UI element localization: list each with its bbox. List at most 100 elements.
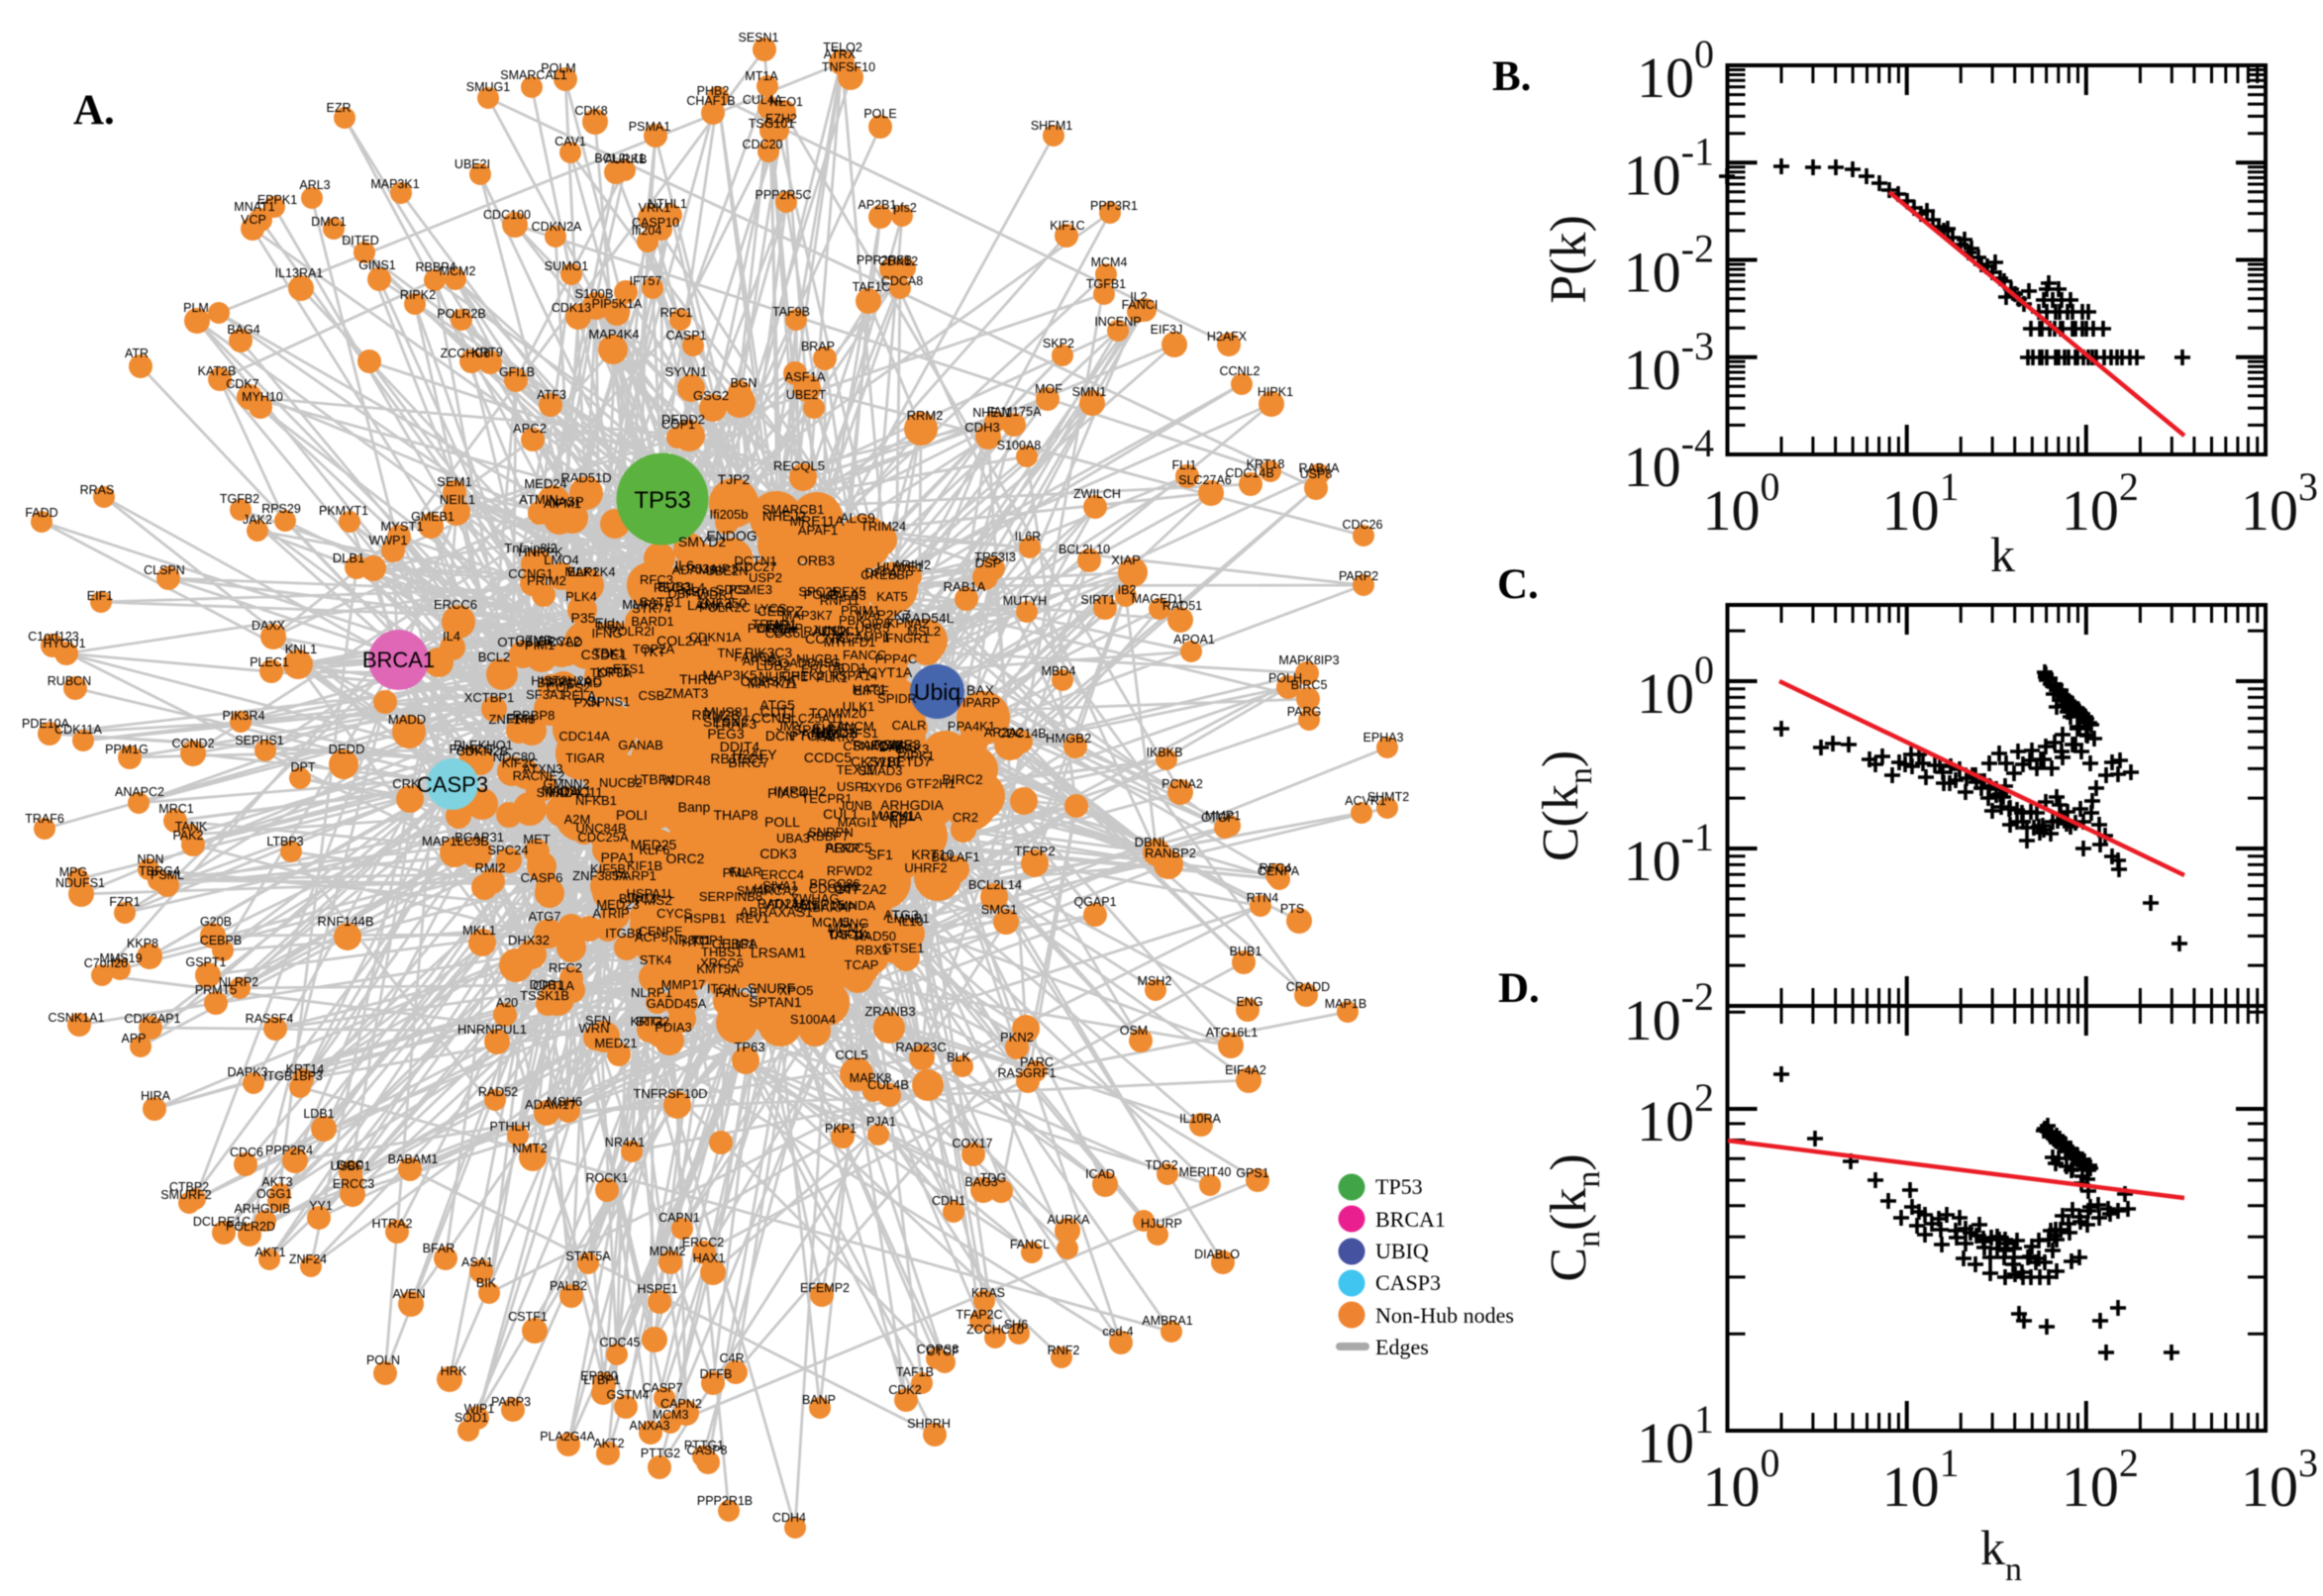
svg-text:GB6: GB6 — [833, 879, 858, 894]
svg-text:NUCB2: NUCB2 — [599, 775, 643, 790]
svg-text:DBNL: DBNL — [1135, 835, 1169, 849]
svg-text:EPPK1: EPPK1 — [257, 193, 297, 207]
svg-text:ARIH2: ARIH2 — [893, 557, 931, 572]
svg-text:ITCH: ITCH — [707, 981, 737, 996]
svg-text:UQCRFS1: UQCRFS1 — [817, 726, 878, 741]
svg-text:PSMA1: PSMA1 — [629, 120, 670, 134]
svg-text:OIP5: OIP5 — [861, 616, 891, 631]
svg-text:RNF11: RNF11 — [820, 593, 859, 608]
svg-text:BANP: BANP — [802, 1393, 836, 1407]
svg-text:IL13RA1: IL13RA1 — [275, 266, 324, 280]
svg-text:MDM2: MDM2 — [650, 1245, 686, 1258]
svg-text:GMEB1: GMEB1 — [411, 510, 454, 524]
svg-text:ORC2: ORC2 — [666, 850, 705, 866]
svg-text:Tnfaip8l2: Tnfaip8l2 — [504, 541, 556, 555]
svg-text:10-3: 10-3 — [1624, 324, 1714, 402]
svg-text:POLL: POLL — [764, 814, 800, 830]
svg-text:CHAF1B: CHAF1B — [686, 94, 735, 108]
svg-text:ELK1: ELK1 — [567, 564, 599, 579]
svg-text:SH6: SH6 — [1004, 1318, 1028, 1332]
svg-text:DAPK3: DAPK3 — [228, 1065, 268, 1079]
svg-text:SF3A1: SF3A1 — [526, 687, 565, 702]
svg-text:CSB: CSB — [639, 688, 665, 703]
svg-text:CDKN2B: CDKN2B — [456, 744, 509, 758]
svg-text:RAB4A: RAB4A — [1299, 461, 1341, 475]
svg-text:ARC: ARC — [801, 726, 831, 742]
svg-text:P53AIP1: P53AIP1 — [686, 561, 737, 576]
svg-text:TJP2: TJP2 — [718, 471, 751, 487]
svg-text:SMAD3: SMAD3 — [858, 763, 903, 778]
svg-text:TDG2: TDG2 — [1145, 1158, 1177, 1172]
svg-text:ASF1A: ASF1A — [784, 369, 826, 384]
svg-text:ATG5: ATG5 — [759, 697, 795, 713]
svg-text:Ubiq: Ubiq — [914, 679, 960, 705]
svg-text:CENPE: CENPE — [639, 924, 683, 939]
svg-text:ZNF385A: ZNF385A — [572, 868, 628, 883]
svg-text:OAT: OAT — [772, 624, 798, 639]
svg-text:AKT2: AKT2 — [593, 1437, 624, 1450]
svg-text:BARD1: BARD1 — [631, 614, 673, 629]
svg-text:XRCC6: XRCC6 — [700, 955, 744, 970]
svg-text:TELO2: TELO2 — [823, 41, 862, 54]
svg-text:PTS: PTS — [1280, 902, 1304, 916]
svg-text:MET: MET — [523, 832, 551, 847]
svg-text:LIG1: LIG1 — [728, 937, 756, 951]
svg-text:FANCG: FANCG — [450, 742, 494, 756]
svg-text:KIF1C: KIF1C — [1050, 219, 1084, 233]
svg-text:CYLD: CYLD — [549, 635, 583, 649]
svg-text:PLEC1: PLEC1 — [250, 655, 289, 669]
svg-text:APAF1: APAF1 — [798, 523, 838, 538]
svg-text:100: 100 — [1637, 648, 1714, 726]
svg-text:BGN: BGN — [730, 376, 757, 390]
svg-text:GINS1: GINS1 — [358, 258, 396, 272]
svg-text:AURKB: AURKB — [604, 152, 647, 166]
svg-text:TNF: TNF — [717, 646, 742, 660]
svg-text:WRN: WRN — [578, 1021, 609, 1036]
svg-text:MCM7: MCM7 — [828, 921, 865, 936]
svg-text:PPA4K1: PPA4K1 — [948, 719, 995, 734]
svg-text:ZNF148: ZNF148 — [489, 712, 536, 727]
svg-text:ERCC6: ERCC6 — [434, 597, 477, 612]
svg-text:G20B: G20B — [200, 915, 232, 929]
svg-text:EID1: EID1 — [765, 617, 796, 633]
svg-text:NHEJ2: NHEJ2 — [762, 508, 807, 524]
svg-text:PPP2R5C: PPP2R5C — [756, 188, 812, 202]
svg-text:PSME3: PSME3 — [873, 737, 921, 752]
svg-text:DPT: DPT — [291, 760, 316, 774]
svg-text:RASGRF1: RASGRF1 — [997, 1066, 1056, 1080]
svg-text:SMAD4: SMAD4 — [537, 785, 581, 800]
svg-text:GTF2H1: GTF2H1 — [906, 776, 956, 791]
svg-text:TEX11: TEX11 — [837, 762, 875, 777]
svg-text:CDK8: CDK8 — [574, 104, 607, 118]
svg-text:ADAM17: ADAM17 — [525, 1097, 576, 1112]
svg-text:TSSK1B: TSSK1B — [520, 988, 569, 1003]
svg-text:DDIT4: DDIT4 — [720, 739, 760, 754]
svg-text:PSML: PSML — [151, 868, 184, 882]
svg-text:ced-4: ced-4 — [1102, 1325, 1133, 1339]
svg-text:CLSPN: CLSPN — [144, 563, 185, 577]
svg-text:SERPINB8: SERPINB8 — [699, 889, 762, 904]
svg-text:RFC4: RFC4 — [1260, 861, 1292, 875]
svg-text:S100A4: S100A4 — [790, 1012, 836, 1027]
svg-text:KNL1: KNL1 — [285, 642, 318, 656]
svg-text:SLC25A11: SLC25A11 — [782, 711, 844, 726]
svg-text:MOF: MOF — [1035, 382, 1062, 396]
svg-text:DCTN1: DCTN1 — [734, 553, 776, 568]
svg-text:CASP10: CASP10 — [632, 216, 679, 230]
svg-text:GZMB: GZMB — [515, 633, 553, 648]
svg-text:C1orf123: C1orf123 — [28, 630, 78, 644]
svg-text:TP53: TP53 — [1375, 1174, 1423, 1199]
svg-text:TOP2A: TOP2A — [633, 642, 675, 656]
svg-text:MRC1: MRC1 — [158, 802, 193, 816]
svg-text:CUL4A: CUL4A — [743, 93, 783, 107]
svg-text:DBF4: DBF4 — [667, 586, 700, 601]
svg-text:AMBRA1: AMBRA1 — [1142, 1314, 1192, 1328]
svg-text:PDCD6IP: PDCD6IP — [748, 621, 803, 636]
svg-text:CTGF: CTGF — [1201, 811, 1235, 825]
svg-text:PARP1: PARP1 — [615, 868, 656, 883]
svg-text:ZNF350: ZNF350 — [697, 595, 748, 611]
svg-text:SOD1: SOD1 — [454, 1411, 488, 1425]
svg-text:SHFM1: SHFM1 — [1031, 119, 1072, 133]
svg-text:MYH10: MYH10 — [242, 390, 283, 404]
svg-text:SATB1: SATB1 — [639, 594, 682, 610]
